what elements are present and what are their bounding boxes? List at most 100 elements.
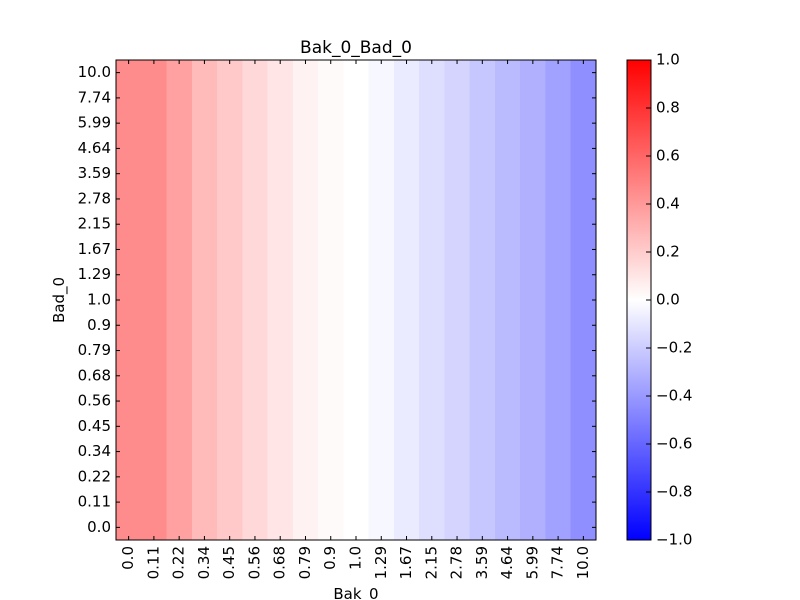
heatmap-cell <box>545 438 572 465</box>
heatmap-cell <box>191 438 218 465</box>
heatmap-cell <box>166 312 193 339</box>
heatmap-cell <box>444 211 471 238</box>
heatmap-cell <box>191 464 218 490</box>
heatmap-cell <box>520 287 546 314</box>
heatmap-cell <box>242 337 268 364</box>
heatmap-cell <box>368 135 395 162</box>
heatmap-cell <box>242 464 268 490</box>
heatmap-cell <box>318 464 344 490</box>
heatmap-cell <box>191 363 218 389</box>
heatmap-cell <box>242 312 268 339</box>
heatmap-cell <box>116 85 142 111</box>
heatmap-cell <box>444 60 471 86</box>
heatmap-cell <box>469 110 496 137</box>
heatmap-cell <box>393 85 420 111</box>
heatmap-cell <box>444 110 471 137</box>
heatmap-cell <box>242 287 268 314</box>
heatmap-cell <box>141 464 167 490</box>
heatmap-cell <box>166 161 193 187</box>
heatmap-cell <box>141 110 167 137</box>
heatmap-cell <box>469 262 496 288</box>
heatmap-cell <box>191 388 218 415</box>
heatmap-cell <box>343 110 370 137</box>
heatmap-cell <box>141 161 167 187</box>
heatmap-cell <box>545 287 572 314</box>
heatmap-cell <box>116 464 142 490</box>
heatmap-cell <box>242 489 268 516</box>
heatmap-cell <box>520 438 546 465</box>
heatmap-cell <box>116 186 142 212</box>
heatmap-cell <box>267 363 294 389</box>
heatmap-cell <box>318 438 344 465</box>
heatmap-cell <box>393 413 420 440</box>
heatmap-cell <box>267 287 294 314</box>
heatmap-cell <box>292 60 319 86</box>
heatmap-cell <box>343 438 370 465</box>
heatmap-cell <box>494 413 521 440</box>
heatmap-cell <box>141 236 167 263</box>
colorbar-tick-label: 0.8 <box>656 99 680 117</box>
heatmap-cell <box>318 489 344 516</box>
heatmap-cell <box>191 211 218 238</box>
heatmap-cell <box>469 438 496 465</box>
heatmap-cell <box>393 236 420 263</box>
heatmap-cell <box>217 186 243 212</box>
heatmap-cell <box>318 110 344 137</box>
heatmap-cell <box>393 110 420 137</box>
x-tick-label: 1.67 <box>397 546 415 579</box>
heatmap-cell <box>191 337 218 364</box>
heatmap-cell <box>393 135 420 162</box>
heatmap-cell <box>141 287 167 314</box>
heatmap-cell <box>141 489 167 516</box>
heatmap-cell <box>368 438 395 465</box>
heatmap-cell <box>419 464 445 490</box>
y-tick-label: 0.11 <box>78 493 111 511</box>
heatmap-cell <box>217 388 243 415</box>
heatmap-cell <box>217 60 243 86</box>
y-tick-label: 2.78 <box>78 189 111 207</box>
heatmap-cell <box>217 489 243 516</box>
heatmap-cell <box>494 236 521 263</box>
heatmap-cell <box>545 337 572 364</box>
heatmap-cell <box>368 262 395 288</box>
heatmap-cell <box>141 135 167 162</box>
heatmap-cell <box>141 186 167 212</box>
y-tick-label: 7.74 <box>78 88 111 106</box>
heatmap-cell <box>292 211 319 238</box>
heatmap-cell <box>444 438 471 465</box>
heatmap-cell <box>116 413 142 440</box>
y-tick-label: 0.34 <box>78 442 111 460</box>
y-tick-label: 1.0 <box>87 291 111 309</box>
heatmap-cell <box>368 388 395 415</box>
heatmap-cell <box>267 85 294 111</box>
x-tick-label: 0.56 <box>245 546 263 579</box>
heatmap-cell <box>116 388 142 415</box>
heatmap-cell <box>141 413 167 440</box>
heatmap-cell <box>494 110 521 137</box>
heatmap-cell <box>520 60 546 86</box>
heatmap-cell <box>469 388 496 415</box>
heatmap-cell <box>444 85 471 111</box>
heatmap-cell <box>166 85 193 111</box>
heatmap-cell <box>191 85 218 111</box>
heatmap-cell <box>419 110 445 137</box>
y-tick-label: 1.67 <box>78 240 111 258</box>
heatmap-cell <box>419 287 445 314</box>
heatmap-cell <box>545 85 572 111</box>
heatmap-cell <box>191 135 218 162</box>
x-axis: 0.0 0.11 0.22 0.34 0.45 0.56 0.68 0.79 0.9 1.0 1.2… <box>119 60 592 579</box>
heatmap-cell <box>419 489 445 516</box>
heatmap-cell <box>242 236 268 263</box>
heatmap-cell <box>444 388 471 415</box>
heatmap-cell <box>469 363 496 389</box>
heatmap-cell <box>318 186 344 212</box>
heatmap-cell <box>444 363 471 389</box>
x-tick-label: 7.74 <box>549 546 567 579</box>
heatmap-cell <box>318 262 344 288</box>
heatmap-cell <box>141 262 167 288</box>
heatmap-cell <box>116 262 142 288</box>
heatmap-cell <box>242 135 268 162</box>
heatmap-cell <box>393 60 420 86</box>
heatmap-cell <box>444 312 471 339</box>
heatmap-cell <box>217 287 243 314</box>
